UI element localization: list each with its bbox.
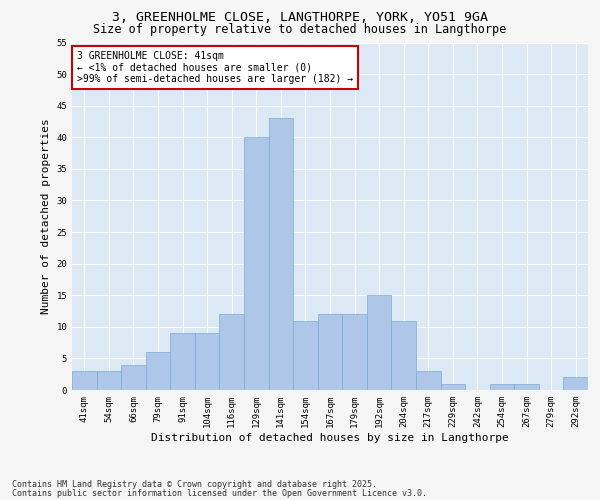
Bar [490,384,514,390]
Bar [269,118,293,390]
Bar [391,320,416,390]
Text: 3, GREENHOLME CLOSE, LANGTHORPE, YORK, YO51 9GA: 3, GREENHOLME CLOSE, LANGTHORPE, YORK, Y… [112,11,488,24]
Bar [195,333,220,390]
Text: 3 GREENHOLME CLOSE: 41sqm
← <1% of detached houses are smaller (0)
>99% of semi-: 3 GREENHOLME CLOSE: 41sqm ← <1% of detac… [77,51,353,84]
Text: Contains public sector information licensed under the Open Government Licence v3: Contains public sector information licen… [12,489,427,498]
Bar [170,333,195,390]
Bar [563,378,588,390]
Bar [440,384,465,390]
Bar [220,314,244,390]
Bar [318,314,342,390]
Bar [146,352,170,390]
Bar [244,138,269,390]
Y-axis label: Number of detached properties: Number of detached properties [41,118,51,314]
Bar [97,371,121,390]
Bar [121,364,146,390]
Text: Contains HM Land Registry data © Crown copyright and database right 2025.: Contains HM Land Registry data © Crown c… [12,480,377,489]
Bar [416,371,440,390]
X-axis label: Distribution of detached houses by size in Langthorpe: Distribution of detached houses by size … [151,432,509,442]
Bar [367,295,391,390]
Bar [514,384,539,390]
Bar [342,314,367,390]
Bar [72,371,97,390]
Text: Size of property relative to detached houses in Langthorpe: Size of property relative to detached ho… [94,23,506,36]
Bar [293,320,318,390]
